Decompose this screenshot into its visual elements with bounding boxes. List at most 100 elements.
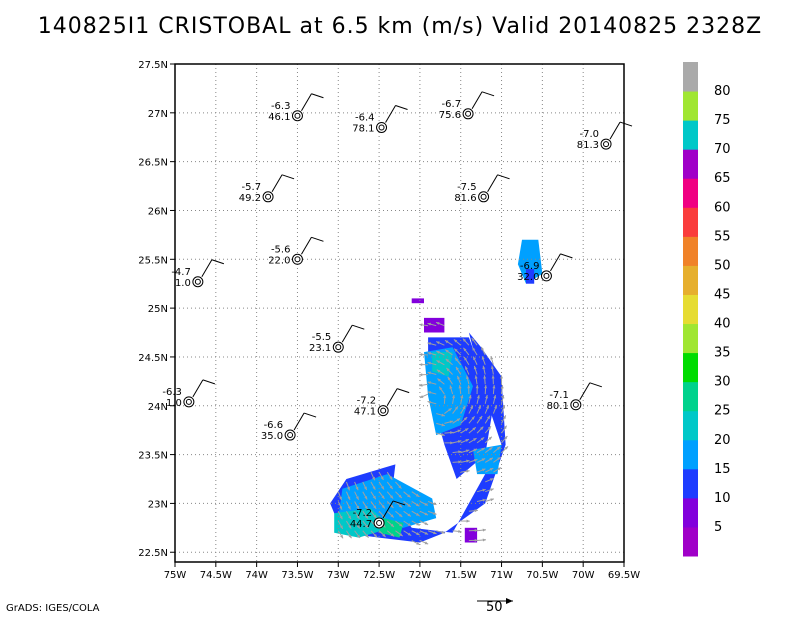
station-model-11: -7.247.1	[354, 388, 410, 418]
plot-frame	[174, 63, 625, 563]
wind-vector-head	[436, 369, 441, 373]
wind-barb-staff	[271, 174, 283, 193]
wind-vector-head	[454, 348, 458, 352]
wind-barb-flag	[311, 93, 324, 99]
colorbar: 5 10 15 20 25 30 35 40 45 50 55 60 65 70 75 80	[683, 62, 731, 557]
y-tick-label: 26.5N	[138, 158, 168, 169]
wind-barb-staff	[192, 379, 204, 398]
wind-vector-head	[419, 323, 423, 327]
wind-vector-head	[355, 496, 359, 500]
wind-vector-head	[373, 533, 378, 538]
station-temp: -7.0	[580, 129, 600, 140]
station-inner-circle	[294, 256, 301, 263]
wind-vector-head	[445, 340, 449, 344]
wind-vector-head	[424, 531, 429, 535]
precip-field	[330, 239, 543, 543]
wind-barb-flag	[211, 259, 225, 265]
wind-vector-head	[446, 367, 450, 372]
station-speed: 44.7	[350, 519, 372, 530]
station-models: -6.346.1 -6.478.1-6.775.6-7.081.3-5.749.2…	[162, 91, 633, 530]
y-tick-label: 24.5N	[138, 353, 168, 364]
station-model-7: -5.622.0	[268, 236, 324, 266]
wind-vector-head	[424, 512, 429, 516]
vector-scale-label: 50	[486, 600, 503, 615]
wind-vector-head	[419, 353, 423, 357]
wind-vector-head	[460, 394, 464, 399]
station-inner-circle	[543, 272, 550, 279]
station-model-14: -7.244.7	[350, 500, 406, 530]
colorbar-label: 50	[714, 258, 731, 273]
wind-vector-head	[465, 366, 468, 370]
wind-vector-head	[365, 524, 369, 529]
y-tick-label: 24N	[148, 402, 168, 413]
wind-vector-head	[355, 486, 359, 491]
colorbar-label: 70	[714, 142, 731, 157]
chart-title: 140825I1 CRISTOBAL at 6.5 km (m/s) Valid…	[37, 14, 763, 39]
wind-vector-head	[481, 356, 485, 360]
station-speed: 22.0	[268, 255, 290, 266]
y-tick-label: 23.5N	[138, 451, 168, 462]
station-circle	[192, 276, 204, 288]
wind-vector-head	[347, 515, 351, 520]
wind-vector-head	[474, 375, 478, 379]
wind-vector-head	[372, 476, 375, 481]
wind-vector-head	[485, 395, 489, 399]
colorbar-swatch	[683, 352, 698, 383]
wind-vector-head	[479, 415, 483, 420]
wind-vector-head	[407, 532, 412, 536]
wind-vector-head	[439, 386, 443, 391]
wind-vector-head	[483, 375, 487, 379]
wind-vector-head	[458, 529, 462, 533]
wind-vector-head	[424, 522, 429, 525]
wind-vector-head	[457, 440, 462, 444]
wind-vector-head	[381, 505, 385, 509]
wind-vector-head	[464, 357, 468, 361]
wind-vector-head	[433, 511, 437, 515]
wind-vector-head	[474, 538, 478, 542]
station-circle	[291, 253, 303, 265]
wind-vector-head	[441, 530, 445, 534]
wind-vector-head	[504, 436, 508, 440]
wind-vector-head	[347, 486, 350, 491]
wind-vector-head	[390, 533, 395, 537]
wind-vector-head	[476, 395, 480, 399]
station-speed: 32.0	[517, 272, 539, 283]
wind-barb-flag	[497, 174, 510, 180]
precip-region-11	[526, 269, 535, 284]
x-tick-label: 73W	[327, 570, 350, 581]
colorbar-label: 10	[714, 491, 731, 506]
wind-vector-head	[470, 405, 473, 410]
station-speed: 80.1	[547, 401, 569, 412]
wind-vector-head	[454, 406, 458, 410]
station-circle	[570, 399, 582, 411]
wind-vector-head	[398, 494, 402, 499]
wind-vector-head	[356, 515, 360, 519]
station-temp: -7.5	[457, 182, 477, 193]
wind-barb-staff	[609, 121, 621, 140]
colorbar-label: 80	[714, 84, 731, 99]
station-model-1: -6.478.1	[352, 104, 408, 134]
wind-vector-head	[407, 513, 411, 517]
x-tick-label: 75W	[164, 570, 187, 581]
wind-barb-staff	[293, 412, 305, 431]
colorbar-swatch	[683, 294, 698, 325]
colorbar-label: 45	[714, 287, 731, 302]
wind-barb-staff	[385, 105, 396, 123]
wind-vector-head	[399, 532, 403, 537]
wind-vector-head	[482, 528, 486, 532]
wind-vector-head	[490, 478, 494, 482]
x-tick-label: 73.5W	[281, 570, 313, 581]
station-temp: -7.1	[549, 390, 569, 401]
station-speed: 1.0	[175, 278, 191, 289]
wind-vector-head	[381, 485, 385, 490]
wind-vector-head	[447, 376, 451, 381]
wind-vector-head	[347, 505, 351, 510]
colorbar-label: 25	[714, 404, 731, 419]
wind-vector-head	[419, 363, 423, 367]
grads-credit: GrADS: IGES/COLA	[6, 603, 100, 614]
wind-vector-head	[493, 395, 497, 399]
wind-vector-head	[441, 413, 445, 417]
wind-vector-head	[486, 415, 490, 420]
wind-vector-head	[478, 405, 481, 409]
grid-lines	[175, 63, 624, 562]
